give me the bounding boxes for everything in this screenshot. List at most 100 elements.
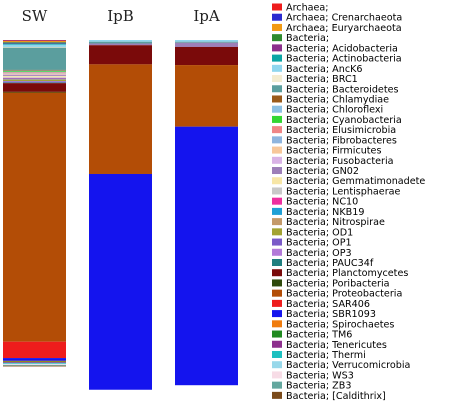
legend-swatch xyxy=(272,64,282,72)
bar-segment xyxy=(3,78,66,80)
bar-segment xyxy=(89,43,152,46)
column-label: IpB xyxy=(107,7,134,25)
bar-segment xyxy=(89,41,152,44)
legend-label: Bacteria; Chlamydiae xyxy=(286,94,389,105)
legend-swatch xyxy=(272,44,282,52)
legend-label: Archaea; Euryarchaeota xyxy=(286,23,402,34)
legend-swatch xyxy=(272,3,282,11)
bar-segment xyxy=(3,77,66,78)
bar-segment xyxy=(3,70,66,72)
legend-swatch xyxy=(272,23,282,31)
column-label: IpA xyxy=(193,7,220,25)
bar-segment xyxy=(175,41,238,43)
bar-segment xyxy=(3,365,66,366)
legend-swatch xyxy=(272,207,282,215)
legend-swatch xyxy=(272,95,282,103)
legend-swatch xyxy=(272,228,282,236)
legend-swatch xyxy=(272,350,282,358)
legend-swatch xyxy=(272,34,282,42)
legend-label: Bacteria; Gemmatimonadete xyxy=(286,176,425,187)
legend-swatch xyxy=(272,187,282,195)
legend-label: Bacteria; Elusimicrobia xyxy=(286,125,396,136)
bar-segment xyxy=(89,45,152,65)
bar-segment xyxy=(3,47,66,70)
legend-swatch xyxy=(272,391,282,399)
bar-segment xyxy=(3,361,66,363)
column-labels: SW IpB IpA xyxy=(22,7,220,25)
legend-label: Bacteria; Bacteroidetes xyxy=(286,84,399,95)
legend-swatch xyxy=(272,340,282,348)
legend-label: Bacteria; Nitrospirae xyxy=(286,217,385,228)
legend-label: Bacteria; Firmicutes xyxy=(286,146,381,157)
legend-swatch xyxy=(272,54,282,62)
legend-label: Bacteria; Cyanobacteria xyxy=(286,115,402,126)
bar-segment xyxy=(3,80,66,82)
legend-label: Bacteria; OP3 xyxy=(286,248,352,259)
legend-label: Bacteria; TM6 xyxy=(286,330,352,341)
legend-label: Bacteria; Chloroflexi xyxy=(286,105,383,116)
bar-segment xyxy=(3,358,66,361)
bar-segment xyxy=(175,42,238,47)
legend-swatch xyxy=(272,299,282,307)
bar-segment xyxy=(3,363,66,365)
legend-swatch xyxy=(272,248,282,256)
legend-label: Bacteria; Lentisphaerae xyxy=(286,186,401,197)
legend-label: Bacteria; xyxy=(286,33,329,44)
legend-label: Bacteria; Spirochaetes xyxy=(286,319,394,330)
legend-label: Archaea; Crenarchaeota xyxy=(286,13,402,24)
bar-segment xyxy=(3,82,66,84)
legend-label: Bacteria; Planctomycetes xyxy=(286,268,408,279)
bar-segment xyxy=(3,42,66,43)
bar-segment xyxy=(3,91,66,93)
legend-label: Bacteria; OD1 xyxy=(286,227,353,238)
legend-label: Bacteria; Thermi xyxy=(286,350,366,361)
bar-segment xyxy=(175,65,238,127)
legend-swatch xyxy=(272,330,282,338)
legend-swatch xyxy=(272,13,282,21)
bar-segment xyxy=(3,73,66,75)
legend-swatch xyxy=(272,156,282,164)
legend-swatch xyxy=(272,115,282,123)
legend-swatch xyxy=(272,167,282,175)
legend-label: Bacteria; NKB19 xyxy=(286,207,364,218)
legend-swatch xyxy=(272,361,282,369)
legend-swatch xyxy=(272,126,282,134)
bar-segment xyxy=(3,41,66,43)
legend-swatch xyxy=(272,269,282,277)
legend-label: Bacteria; Fibrobacteres xyxy=(286,135,397,146)
legend-swatch xyxy=(272,238,282,246)
legend-label: Bacteria; NC10 xyxy=(286,197,358,208)
legend-label: Bacteria; Poribacteria xyxy=(286,278,390,289)
bar-segment xyxy=(3,364,66,366)
bar-segment xyxy=(3,341,66,359)
legend-swatch xyxy=(272,259,282,266)
bar-segment xyxy=(3,71,66,73)
bar-segment xyxy=(3,46,66,48)
legend-swatch xyxy=(272,105,282,113)
legend-swatch xyxy=(272,381,282,389)
legend-label: Bacteria; Verrucomicrobia xyxy=(286,360,410,371)
legend-swatch xyxy=(272,146,282,154)
legend-swatch xyxy=(272,218,282,226)
bar-segment xyxy=(3,83,66,92)
legend-label: Bacteria; AncK6 xyxy=(286,64,362,75)
legend-swatch xyxy=(272,279,282,287)
legend-swatch xyxy=(272,320,282,328)
legend-swatch xyxy=(272,177,282,185)
bar-segment xyxy=(3,365,66,367)
bar-segment xyxy=(89,64,152,174)
bar-segment xyxy=(3,360,66,362)
bar-segment xyxy=(3,42,66,44)
column-label: SW xyxy=(22,7,48,25)
legend-label: Bacteria; GN02 xyxy=(286,166,359,177)
bar-segment xyxy=(3,43,66,45)
bar-segment xyxy=(3,76,66,78)
legend-label: Bacteria; Acidobacteria xyxy=(286,43,398,54)
legend-swatch xyxy=(272,289,282,297)
bar-segment xyxy=(3,79,66,81)
legend-label: Bacteria; [Caldithrix] xyxy=(286,391,386,402)
legend-label: Bacteria; PAUC34f xyxy=(286,258,374,269)
bars-layer xyxy=(3,40,238,390)
bar-segment xyxy=(89,173,152,390)
